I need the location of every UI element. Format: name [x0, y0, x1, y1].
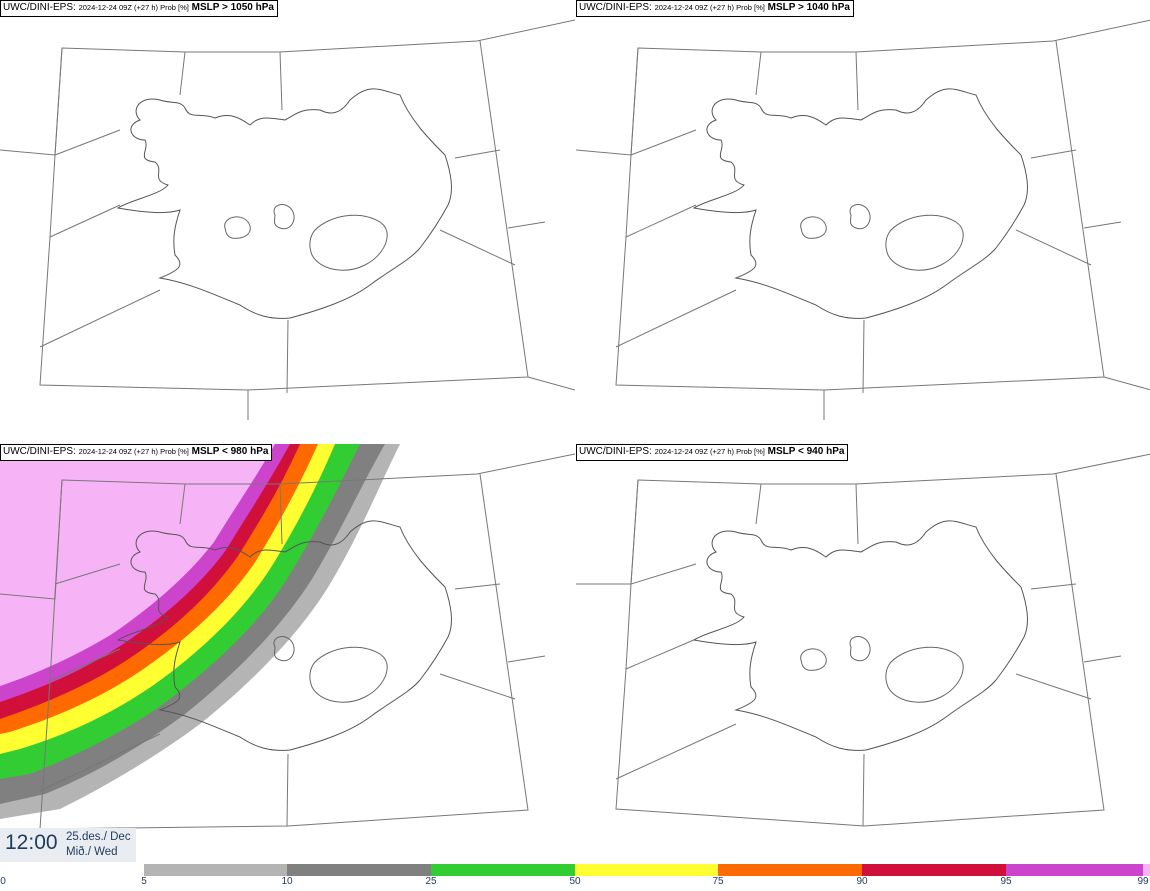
glacier-outline [849, 636, 871, 662]
glacier-outline [309, 214, 388, 271]
colorbar-tick-label: 10 [281, 876, 293, 887]
map-panel-mslp-lt-940: UWC/DINI-EPS: 2024-12-24 09Z (+27 h) Pro… [576, 444, 1150, 864]
region-boundaries [576, 19, 1150, 420]
colorbar-tick-label: 90 [856, 876, 868, 887]
panel-variable: MSLP > 1040 hPa [767, 2, 850, 13]
glacier-outline [849, 204, 871, 230]
map-canvas [576, 453, 1150, 827]
glacier-outline [273, 204, 295, 230]
colorbar-tick-label: 5 [141, 876, 147, 887]
panel-variable: MSLP > 1050 hPa [191, 2, 274, 13]
panel-variable: MSLP < 980 hPa [191, 446, 269, 457]
colorbar-swatch [862, 864, 1006, 876]
panel-source: UWC/DINI-EPS [3, 2, 73, 13]
panel-variable: MSLP < 940 hPa [767, 446, 845, 457]
panel-meta: 2024-12-24 09Z (+27 h) Prob [%] [654, 447, 765, 456]
region-boundaries [0, 19, 575, 420]
panel-label: UWC/DINI-EPS: 2024-12-24 09Z (+27 h) Pro… [0, 444, 273, 461]
valid-time-date-block: 25.des./ Dec Mið./ Wed [66, 830, 131, 860]
valid-time-box: 12:00 25.des./ Dec Mið./ Wed [0, 828, 136, 862]
panel-source: UWC/DINI-EPS [579, 446, 649, 457]
colorbar-tick-label: 95 [1000, 876, 1012, 887]
colorbar-swatch [1143, 864, 1150, 876]
panel-label: UWC/DINI-EPS: 2024-12-24 09Z (+27 h) Pro… [0, 0, 278, 17]
panel-meta: 2024-12-24 09Z (+27 h) Prob [%] [78, 3, 189, 12]
iceland-coastline [692, 88, 1028, 319]
panel-label: UWC/DINI-EPS: 2024-12-24 09Z (+27 h) Pro… [576, 0, 854, 17]
colorbar-tick-label: 0 [0, 876, 6, 887]
map-canvas [0, 444, 575, 830]
valid-time-hour: 12:00 [5, 831, 58, 854]
iceland-coastline [692, 520, 1028, 751]
glacier-outline [800, 216, 827, 239]
panel-source: UWC/DINI-EPS [3, 446, 73, 457]
panel-source: UWC/DINI-EPS [579, 2, 649, 13]
probability-field [0, 444, 400, 819]
panel-meta: 2024-12-24 09Z (+27 h) Prob [%] [654, 3, 765, 12]
colorbar-swatch [431, 864, 575, 876]
glacier-outline [224, 216, 251, 239]
colorbar-swatch [287, 864, 431, 876]
map-canvas [576, 19, 1150, 420]
colorbar-swatch [575, 864, 718, 876]
panel-meta: 2024-12-24 09Z (+27 h) Prob [%] [78, 447, 189, 456]
colorbar-tick-label: 99 [1137, 876, 1149, 887]
map-panel-mslp-gt-1040: UWC/DINI-EPS: 2024-12-24 09Z (+27 h) Pro… [576, 0, 1150, 420]
glacier-outline [885, 646, 964, 703]
glacier-outline [309, 646, 388, 703]
colorbar-tick-label: 75 [712, 876, 724, 887]
probability-colorbar: 0 5 10 25 50 75 90 95 99 [0, 862, 1150, 891]
colorbar-swatch [718, 864, 862, 876]
valid-time-weekday: Mið./ Wed [66, 846, 118, 858]
valid-time-date: 25.des./ Dec [66, 831, 131, 843]
map-canvas [0, 19, 575, 420]
iceland-coastline [116, 88, 452, 319]
region-boundaries [576, 453, 1150, 827]
map-panel-mslp-lt-980: UWC/DINI-EPS: 2024-12-24 09Z (+27 h) Pro… [0, 444, 575, 864]
glacier-outline [800, 648, 827, 671]
colorbar-swatch [1006, 864, 1143, 876]
panel-label: UWC/DINI-EPS: 2024-12-24 09Z (+27 h) Pro… [576, 444, 849, 461]
iceland-coastline [116, 520, 452, 751]
colorbar-swatch [144, 864, 287, 876]
prob-band-99 [0, 444, 275, 686]
glacier-outline [273, 636, 295, 662]
colorbar-tick-label: 25 [425, 876, 437, 887]
map-panel-mslp-gt-1050: UWC/DINI-EPS: 2024-12-24 09Z (+27 h) Pro… [0, 0, 575, 420]
glacier-outline [885, 214, 964, 271]
colorbar-tick-label: 50 [569, 876, 581, 887]
